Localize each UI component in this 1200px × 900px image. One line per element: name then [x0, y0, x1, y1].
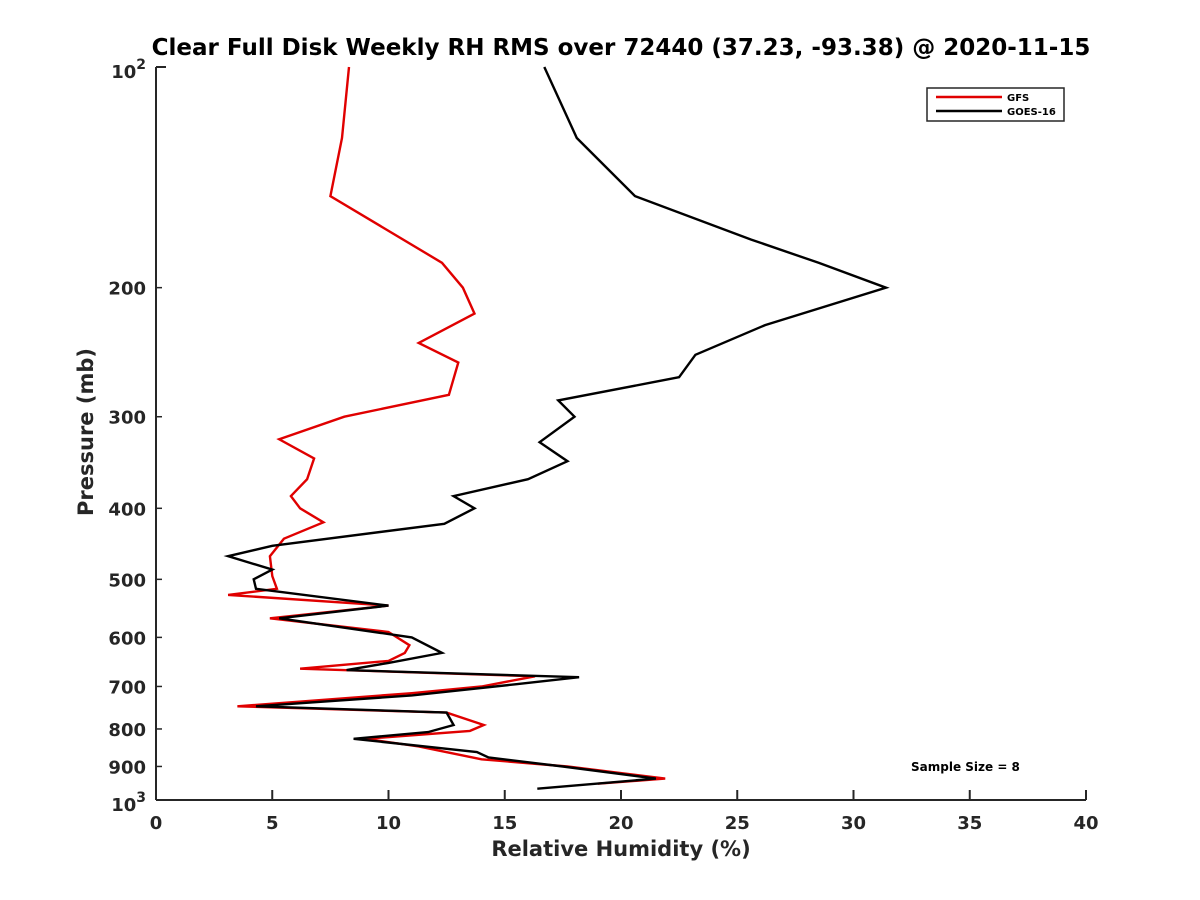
- y-tick-label: 900: [108, 757, 146, 778]
- x-tick-label: 40: [1073, 813, 1098, 834]
- y-tick-label: 700: [108, 677, 146, 698]
- chart-title: Clear Full Disk Weekly RH RMS over 72440…: [152, 35, 1091, 61]
- legend-entry: GOES-16: [1007, 107, 1056, 118]
- x-tick-label: 35: [957, 813, 982, 834]
- y-tick-label-100: 102: [111, 57, 146, 83]
- x-tick-label: 5: [266, 813, 279, 834]
- x-axis-label: Relative Humidity (%): [491, 837, 750, 861]
- y-tick-label-1000: 103: [111, 790, 146, 816]
- y-tick-label: 600: [108, 628, 146, 649]
- sample-size-annotation: Sample Size = 8: [911, 760, 1020, 774]
- x-tick-label: 15: [492, 813, 517, 834]
- y-tick-label: 800: [108, 720, 146, 741]
- series-line-gfs: [227, 66, 666, 785]
- legend-box: [926, 87, 1065, 122]
- y-tick-label: 200: [108, 279, 146, 300]
- y-tick-label: 400: [108, 499, 146, 520]
- series-line-goes-16: [223, 66, 890, 790]
- y-axis-label: Pressure (mb): [74, 348, 98, 516]
- x-tick-label: 10: [376, 813, 401, 834]
- x-tick-label: 0: [150, 813, 163, 834]
- x-tick-label: 25: [725, 813, 750, 834]
- x-tick-label: 20: [608, 813, 633, 834]
- y-tick-label: 500: [108, 570, 146, 591]
- legend: GFS GOES-16: [926, 87, 1065, 122]
- legend-entry: GFS: [1007, 93, 1029, 104]
- y-tick-label: 300: [108, 408, 146, 429]
- x-tick-label: 30: [841, 813, 866, 834]
- plot-area: 0 5 10 15 20 25 30 35 40 102 103 200 300 400 500 600 700…: [108, 57, 1098, 834]
